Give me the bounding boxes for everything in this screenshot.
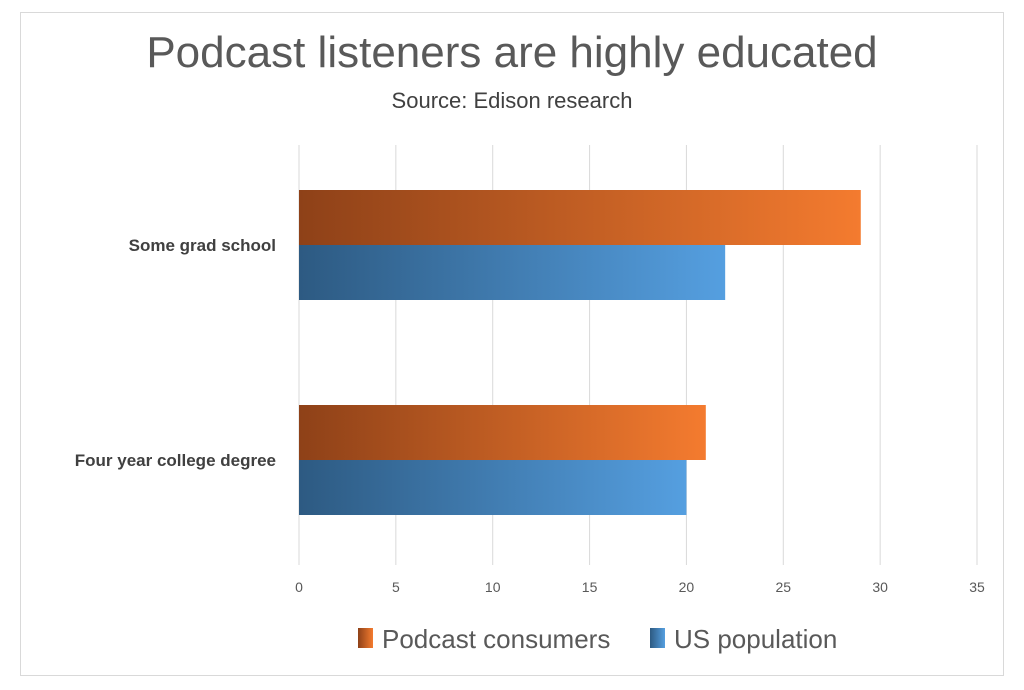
x-tick-label: 30 — [872, 579, 888, 595]
category-label: Four year college degree — [75, 451, 276, 470]
bar — [299, 245, 726, 300]
legend-swatch — [650, 628, 665, 648]
bar — [299, 190, 861, 245]
x-tick-label: 10 — [485, 579, 501, 595]
x-tick-label: 0 — [295, 579, 303, 595]
category-label: Some grad school — [129, 236, 276, 255]
x-tick-label: 15 — [582, 579, 598, 595]
x-tick-label: 25 — [775, 579, 791, 595]
legend-label: US population — [674, 624, 837, 654]
x-tick-label: 5 — [392, 579, 400, 595]
chart-frame — [20, 12, 1004, 676]
chart-subtitle: Source: Edison research — [391, 88, 633, 113]
x-tick-label: 20 — [679, 579, 695, 595]
bar — [299, 460, 687, 515]
x-tick-label: 35 — [969, 579, 985, 595]
bar — [299, 405, 706, 460]
chart-title: Podcast listeners are highly educated — [146, 28, 878, 77]
legend-swatch — [358, 628, 373, 648]
legend-label: Podcast consumers — [382, 624, 610, 654]
